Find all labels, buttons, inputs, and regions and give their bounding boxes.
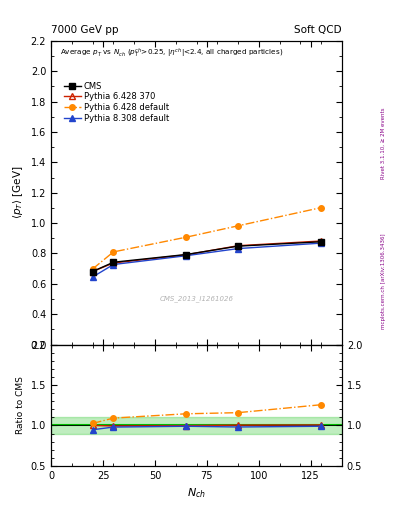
Y-axis label: Ratio to CMS: Ratio to CMS xyxy=(16,376,25,434)
Pythia 6.428 370 xyxy=(90,268,95,274)
Text: 7000 GeV pp: 7000 GeV pp xyxy=(51,25,119,35)
CMS xyxy=(319,239,323,245)
Pythia 6.428 370 xyxy=(111,260,116,266)
Text: Rivet 3.1.10, ≥ 2M events: Rivet 3.1.10, ≥ 2M events xyxy=(381,108,386,179)
Bar xyxy=(51,417,342,434)
Line: Pythia 6.428 370: Pythia 6.428 370 xyxy=(89,238,325,275)
Pythia 8.308 default xyxy=(90,274,95,280)
Pythia 6.428 default xyxy=(319,204,323,210)
Pythia 8.308 default xyxy=(319,240,323,246)
Text: CMS_2013_I1261026: CMS_2013_I1261026 xyxy=(160,295,233,303)
Text: Average $p_T$ vs $N_{ch}$ ($p_T^{ch}$>0.25, $|\eta^{ch}|$<2.4, all charged parti: Average $p_T$ vs $N_{ch}$ ($p_T^{ch}$>0.… xyxy=(60,47,283,60)
Line: CMS: CMS xyxy=(90,239,324,274)
Pythia 6.428 default xyxy=(184,234,189,240)
Pythia 6.428 370 xyxy=(236,243,241,249)
CMS xyxy=(111,259,116,265)
CMS xyxy=(90,268,95,274)
Line: Pythia 8.308 default: Pythia 8.308 default xyxy=(89,240,325,281)
Pythia 6.428 default xyxy=(90,266,95,272)
Pythia 6.428 default xyxy=(236,223,241,229)
Legend: CMS, Pythia 6.428 370, Pythia 6.428 default, Pythia 8.308 default: CMS, Pythia 6.428 370, Pythia 6.428 defa… xyxy=(64,81,169,122)
CMS xyxy=(236,243,241,249)
Text: Soft QCD: Soft QCD xyxy=(294,25,342,35)
Y-axis label: $\langle p_T \rangle$ [GeV]: $\langle p_T \rangle$ [GeV] xyxy=(11,166,25,220)
Line: Pythia 6.428 default: Pythia 6.428 default xyxy=(90,205,324,272)
Pythia 8.308 default xyxy=(236,246,241,252)
Pythia 6.428 default xyxy=(111,249,116,255)
Pythia 8.308 default xyxy=(111,262,116,268)
Pythia 6.428 370 xyxy=(319,238,323,244)
Text: mcplots.cern.ch [arXiv:1306.3436]: mcplots.cern.ch [arXiv:1306.3436] xyxy=(381,234,386,329)
Pythia 8.308 default xyxy=(184,252,189,259)
CMS xyxy=(184,251,189,258)
Pythia 6.428 370 xyxy=(184,252,189,258)
X-axis label: $N_{ch}$: $N_{ch}$ xyxy=(187,486,206,500)
